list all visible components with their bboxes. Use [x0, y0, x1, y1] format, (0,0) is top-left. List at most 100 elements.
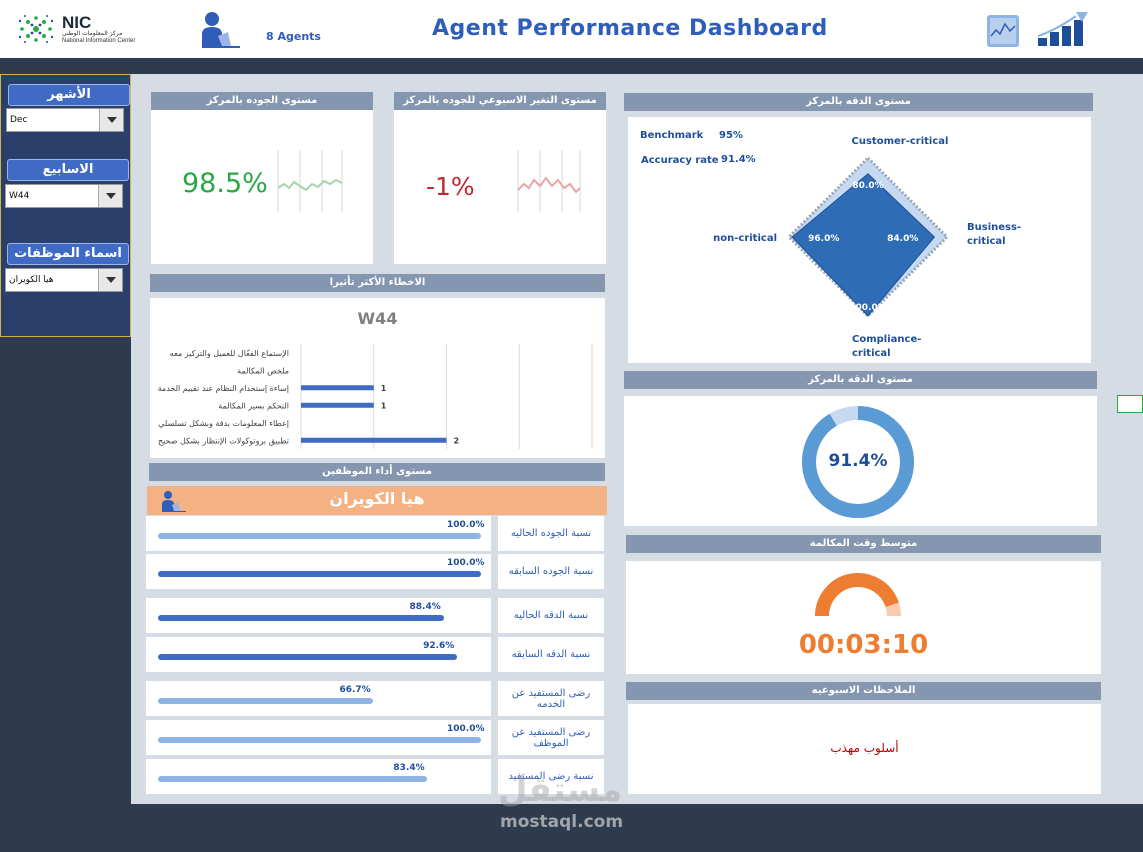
- notes-header: الملاحظات الاسبوعيه: [626, 682, 1101, 700]
- notes-text: أسلوب مهذب: [830, 741, 899, 755]
- errors-header: الاخطاء الأكثر تأثيرا: [150, 274, 605, 292]
- employee-metric-bar-panel: 83.4%: [146, 759, 491, 794]
- employee-metric-bar: [158, 698, 374, 704]
- weeks-select[interactable]: W44: [5, 184, 123, 208]
- radar-value-label: 80.0%: [852, 181, 883, 191]
- errors-value-label: 2: [454, 436, 460, 445]
- weeks-label: الاسابيع: [7, 159, 129, 181]
- weekly-change-panel: [394, 110, 606, 264]
- employees-value: هيا الكويران: [9, 275, 54, 285]
- employee-metric-bar: [158, 654, 458, 660]
- employee-metric-value: 100.0%: [447, 558, 485, 568]
- accuracy-donut-chart: [802, 406, 914, 518]
- employee-metric-bar-panel: 66.7%: [146, 681, 491, 716]
- employee-metric-bar-panel: 88.4%: [146, 598, 491, 633]
- employee-metric-bar: [158, 737, 481, 743]
- nic-logo-icon: [18, 15, 54, 43]
- months-select[interactable]: Dec: [6, 108, 124, 132]
- call-time-gauge: [815, 573, 901, 617]
- logo-subtitle-en: National Information Center: [62, 38, 136, 44]
- employee-header: مستوى أداء الموظفين: [149, 463, 605, 481]
- accuracy-radar-chart: 80.0% 84.0% 100.0% 96.0% Customer-critical Bu…: [713, 136, 1021, 359]
- employee-metric-value: 100.0%: [447, 520, 485, 530]
- errors-bar: [301, 385, 374, 391]
- errors-category-label: التحكم بسير المكالمة: [218, 401, 289, 410]
- chevron-down-icon[interactable]: [98, 269, 122, 291]
- donut-value-arc: [802, 406, 914, 518]
- radar-category-label: Customer-critical: [852, 136, 949, 147]
- radar-category-label: Compliance-critical: [852, 334, 921, 359]
- employee-metric-bar-panel: 100.0%: [146, 554, 491, 589]
- quality-header: مستوى الجوده بالمركز: [151, 92, 373, 110]
- quality-sparkline: [277, 150, 343, 212]
- accuracy-donut-header: مستوى الدقه بالمركز: [624, 371, 1097, 389]
- growth-bars-icon: [1037, 12, 1088, 46]
- chevron-down-icon[interactable]: [99, 109, 123, 131]
- employees-label: اسماء الموظفات: [7, 243, 129, 265]
- weekly-change-value: -1%: [426, 172, 475, 201]
- radar-category-label: non-critical: [713, 233, 777, 244]
- employee-metric-bar: [158, 571, 481, 577]
- notes-panel: [628, 704, 1101, 794]
- accuracy-radar-header: مستوى الدقه بالمركز: [624, 93, 1093, 111]
- employee-metric-value: 92.6%: [423, 641, 455, 651]
- employee-name: هيا الكويران: [329, 489, 425, 508]
- employee-metric-value: 83.4%: [393, 763, 425, 773]
- quality-panel: [151, 110, 373, 264]
- call-time-value: 00:03:10: [798, 630, 929, 660]
- quality-value: 98.5%: [182, 168, 268, 199]
- months-label: الأشهر: [8, 84, 130, 106]
- watermark-ar: مستقل: [498, 770, 623, 810]
- monitor-chart-icon: [987, 15, 1019, 47]
- weekly-change-header: مستوى التغير الاسبوعي للجوده بالمركز: [394, 92, 606, 110]
- employee-metric-value: 88.4%: [409, 602, 441, 612]
- employee-metric-label: نسبة الدقه الحاليه: [498, 598, 604, 633]
- cell-selector[interactable]: [1117, 395, 1143, 413]
- employee-metric-label: نسبة رضى المستفيد: [498, 759, 604, 794]
- radar-category-label: Business-critical: [967, 222, 1021, 247]
- employee-metric-label: نسبة الجوده الحاليه: [498, 516, 604, 551]
- employee-metric-label: رضى المستفيد عن الخدمه: [498, 681, 604, 716]
- employee-metric-value: 66.7%: [339, 685, 371, 695]
- header-divider: [0, 58, 1143, 74]
- employee-metric-label: رضى المستفيد عن الموظف: [498, 720, 604, 755]
- employee-metric-bar-panel: 100.0%: [146, 516, 491, 551]
- employee-metric-label: نسبة الجوده السابقه: [498, 554, 604, 589]
- watermark-en: mostaql.com: [500, 812, 624, 832]
- errors-value-label: 1: [381, 401, 387, 410]
- employee-name-bar: [147, 486, 607, 515]
- employee-metric-bar-panel: 100.0%: [146, 720, 491, 755]
- radar-value-label: 100.0%: [849, 303, 887, 313]
- errors-panel: [150, 298, 605, 458]
- errors-bar-chart: الإستماع الفعّال للعميل والتركيز معه ملخص…: [158, 344, 593, 449]
- errors-bar: [301, 402, 374, 408]
- employee-metric-bar: [158, 615, 444, 621]
- employee-metric-label: نسبة الدقه السابقه: [498, 637, 604, 672]
- benchmark-label: Benchmark: [640, 130, 704, 141]
- employee-metric-value: 100.0%: [447, 724, 485, 734]
- call-time-header: متوسط وقت المكالمة: [626, 535, 1101, 553]
- errors-category-label: إساءة إستخدام النظام عند تقييم الخدمة: [158, 384, 289, 394]
- weekly-change-sparkline: [517, 150, 581, 212]
- errors-category-label: الإستماع الفعّال للعميل والتركيز معه: [170, 349, 289, 359]
- radar-value-label: 96.0%: [808, 234, 839, 244]
- errors-category-label: تطبيق بروتوكولات الإنتظار بشكل صحيح: [158, 436, 289, 446]
- employee-metric-bar: [158, 776, 428, 782]
- accuracy-rate-value: 91.4%: [721, 154, 756, 165]
- weeks-value: W44: [9, 191, 30, 201]
- logo-name: NIC: [62, 13, 92, 32]
- agents-count: 8 Agents: [266, 30, 321, 43]
- gauge-value-arc: [815, 573, 899, 617]
- agent-at-desk-icon: [202, 12, 240, 48]
- employee-metric-bar-panel: 92.6%: [146, 637, 491, 672]
- logo-subtitle-ar: مركز المعلومات الوطني: [62, 30, 123, 37]
- accuracy-rate-label: Accuracy rate: [641, 155, 719, 166]
- gauge-remainder-arc: [885, 602, 901, 617]
- employees-select[interactable]: هيا الكويران: [5, 268, 123, 292]
- months-value: Dec: [10, 115, 28, 125]
- errors-value-label: 1: [381, 384, 387, 393]
- errors-category-label: إعطاء المعلومات بدقة وبشكل تسلسلي: [158, 419, 289, 429]
- errors-chart-title: W44: [357, 309, 398, 328]
- radar-value-label: 84.0%: [887, 234, 918, 244]
- chevron-down-icon[interactable]: [98, 185, 122, 207]
